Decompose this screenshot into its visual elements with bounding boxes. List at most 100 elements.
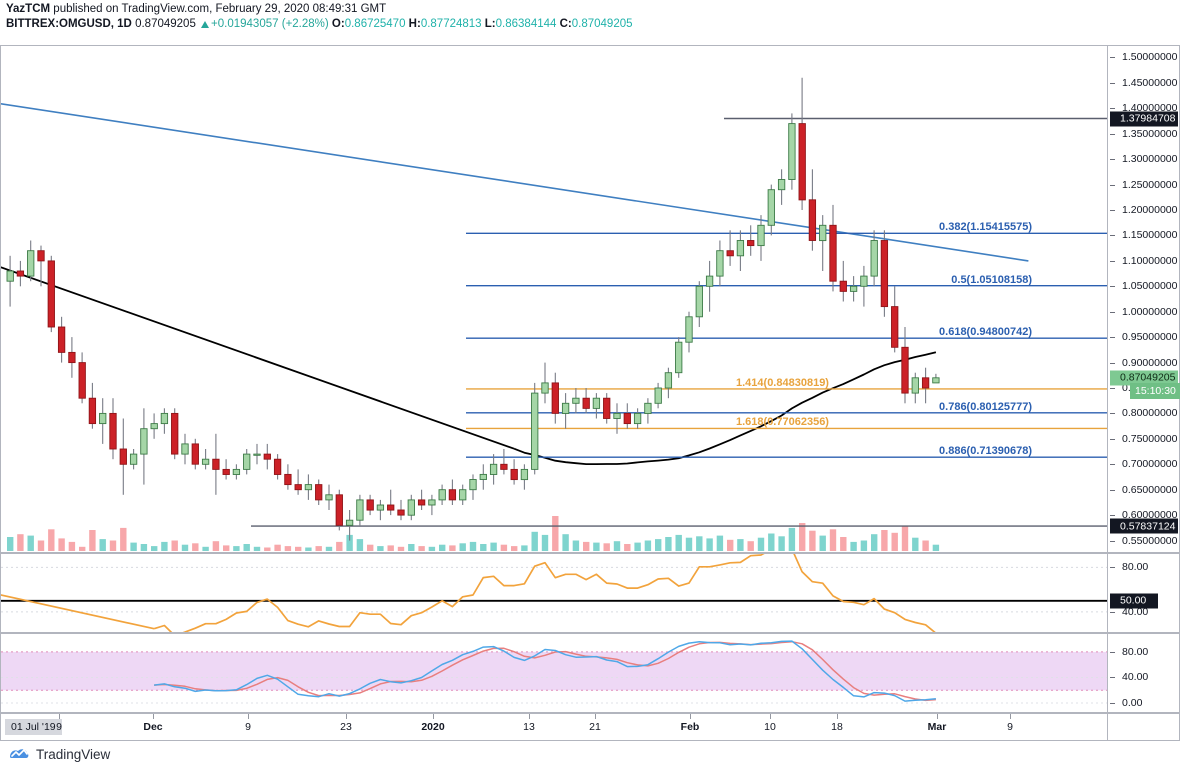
time-tick (433, 714, 434, 719)
rsi-axis[interactable]: 80.00 40.00 50.00 (1108, 553, 1180, 633)
axis-tick (1110, 515, 1115, 517)
candlestick (921, 377, 930, 389)
rsi-pane[interactable] (0, 553, 1108, 633)
volume-bar (901, 526, 909, 551)
candlestick (315, 484, 323, 501)
volume-bar (819, 535, 826, 551)
candlestick (417, 499, 426, 506)
volume-bar (521, 545, 528, 551)
volume-bar (655, 539, 662, 551)
candlestick (57, 326, 66, 353)
volume-bar (469, 541, 477, 551)
volume-bar (757, 537, 765, 551)
volume-bar (171, 540, 178, 551)
volume-bar (727, 539, 734, 551)
volume-bar (418, 546, 425, 551)
volume-bar (459, 543, 466, 551)
volume-bar (181, 544, 189, 551)
candlestick (438, 489, 446, 501)
price-chart-canvas[interactable] (1, 46, 1107, 552)
candlestick (849, 285, 858, 292)
stochastic-canvas[interactable] (1, 634, 1107, 712)
candlestick (705, 275, 714, 287)
volume-bar (243, 544, 250, 551)
candlestick (829, 224, 837, 282)
volume-bar (932, 544, 940, 551)
volume-bar (428, 546, 436, 551)
low-value: 0.86384144 (495, 18, 557, 30)
candlestick (27, 250, 35, 277)
symbol-label[interactable]: BITTREX:OMGUSD, 1D (6, 18, 132, 30)
price-chart-pane[interactable] (0, 45, 1108, 553)
volume-bar (737, 539, 744, 551)
candlestick (181, 443, 189, 455)
candlestick (253, 453, 261, 456)
volume-bar (562, 534, 569, 551)
axis-tick (1110, 108, 1115, 110)
stochastic-axis[interactable]: 80.00 40.00 0.00 (1108, 633, 1180, 713)
rsi-canvas[interactable] (1, 554, 1107, 632)
candlestick (201, 458, 210, 465)
volume-bar (624, 544, 631, 551)
axis-tick (1110, 438, 1115, 440)
candlestick (603, 397, 611, 419)
tradingview-footer[interactable]: TradingView (8, 742, 110, 766)
volume-bar (541, 534, 549, 551)
axis-tick (1110, 387, 1115, 389)
price-axis-label: 1.15000000 (1122, 229, 1178, 242)
price-level-badge: 0.57837124 (1110, 518, 1178, 534)
price-axis[interactable]: 1.50000000 1.45000000 1.40000000 1.35000000… (1108, 45, 1180, 553)
change-absolute: +0.01943057 (211, 18, 279, 30)
candlestick (356, 499, 364, 521)
time-axis-label: 9 (56, 721, 62, 733)
candlestick (561, 402, 570, 414)
rsi-axis-label: 40.00 (1122, 605, 1149, 618)
volume-bar (531, 531, 538, 552)
price-axis-label: 1.30000000 (1122, 153, 1178, 166)
price-level-badge: 1.37984708 (1110, 111, 1178, 127)
volume-bar (500, 544, 508, 551)
volume-bar (336, 541, 343, 551)
time-axis[interactable]: 01 Jul '19 9 Dec 9 23 2020 13 21 Feb 10 18 Mar 9 (0, 713, 1108, 741)
volume-bar (397, 546, 405, 551)
axis-tick (1110, 337, 1115, 339)
candlestick (6, 270, 14, 282)
candlestick (129, 453, 138, 465)
volume-bar (634, 542, 641, 551)
volume-bar (881, 530, 888, 551)
price-axis-label: 0.75000000 (1122, 432, 1178, 445)
volume-bar (27, 535, 34, 551)
price-axis-label: 0.60000000 (1122, 509, 1178, 522)
axis-tick (1110, 82, 1115, 84)
axis-tick (1110, 611, 1115, 613)
rsi-level-badge: 50.00 (1110, 593, 1158, 609)
axis-tick (1110, 651, 1115, 653)
volume-bar (223, 545, 230, 551)
volume-bar (58, 538, 65, 551)
price-axis-label: 0.70000000 (1122, 458, 1178, 471)
stochastic-k-line (154, 640, 936, 702)
volume-bar (315, 546, 322, 551)
high-label: H: (408, 18, 421, 30)
candlestick (335, 494, 343, 526)
stochastic-axis-label: 80.00 (1122, 645, 1149, 658)
candlestick (263, 453, 271, 460)
candlestick (469, 479, 477, 491)
candlestick (788, 123, 796, 180)
chart-header: YazTCM published on TradingView.com, Feb… (6, 2, 1176, 32)
price-axis-label: 0.95000000 (1122, 331, 1178, 344)
stochastic-axis-label: 40.00 (1122, 671, 1149, 684)
price-axis-label: 1.35000000 (1122, 127, 1178, 140)
candlestick (397, 509, 405, 516)
candlestick (88, 397, 97, 425)
volume-bar (140, 544, 148, 551)
stochastic-d-line (154, 640, 936, 702)
time-axis-label: 9 (1007, 721, 1013, 733)
candlestick (531, 392, 539, 470)
stochastic-pane[interactable] (0, 633, 1108, 713)
close-label: C: (559, 18, 572, 30)
volume-bar (788, 527, 796, 551)
volume-bar (665, 537, 672, 551)
time-axis-label: 23 (340, 721, 352, 733)
candlestick (675, 341, 683, 374)
